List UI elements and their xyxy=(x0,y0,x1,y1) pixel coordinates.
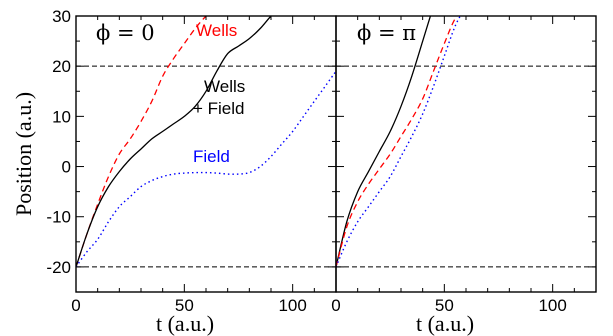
panel-1-title: ϕ = π xyxy=(357,21,416,45)
series-line-wells xyxy=(76,16,207,268)
series-label-field: Field xyxy=(193,147,230,166)
y-tick-label: 20 xyxy=(52,57,71,76)
y-tick-label: 30 xyxy=(52,7,71,26)
panel-1-frame xyxy=(335,15,597,293)
panel-phi-0: 0 50 100 -20 -10 0 10 20 30 ϕ = 0 t (a.u.) Wells… xyxy=(46,7,337,336)
series-line-field xyxy=(76,70,336,268)
y-tick-label: 0 xyxy=(62,158,71,177)
series-line-1-1 xyxy=(336,16,458,268)
x-tick-label: 0 xyxy=(71,296,80,315)
x-tick-label: 50 xyxy=(175,296,194,315)
panel-0-x-axis-title: t (a.u.) xyxy=(156,311,214,336)
panel-0-title: ϕ = 0 xyxy=(96,21,155,45)
y-tick-label: -10 xyxy=(46,208,71,227)
y-axis-title: Position (a.u.) xyxy=(11,92,36,216)
panel-0-ticks: 0 50 100 -20 -10 0 10 20 30 xyxy=(46,7,337,315)
panel-0-series xyxy=(76,16,336,268)
panel-1-hlines xyxy=(336,65,596,268)
x-tick-label: 100 xyxy=(538,296,566,315)
x-tick-label: 50 xyxy=(435,296,454,315)
panel-phi-pi: 0 50 100 ϕ = π t (a.u.) xyxy=(331,15,597,336)
series-line-1-0 xyxy=(336,16,432,268)
series-label-wells-field-line1: Wells xyxy=(204,77,245,96)
series-line-wells-field xyxy=(76,16,272,268)
series-label-wells-field-line2: + Field xyxy=(193,99,245,118)
panel-1-series xyxy=(336,16,462,268)
series-label-wells: Wells xyxy=(196,21,237,40)
y-tick-label: 10 xyxy=(52,107,71,126)
series-line-1-2 xyxy=(336,16,462,268)
panel-1-x-axis-title: t (a.u.) xyxy=(416,311,474,336)
x-tick-label: 0 xyxy=(331,296,340,315)
y-tick-label: -20 xyxy=(46,258,71,277)
panel-1-ticks: 0 50 100 xyxy=(331,15,597,315)
x-tick-label: 100 xyxy=(278,296,306,315)
panel-0-hlines xyxy=(76,65,336,268)
